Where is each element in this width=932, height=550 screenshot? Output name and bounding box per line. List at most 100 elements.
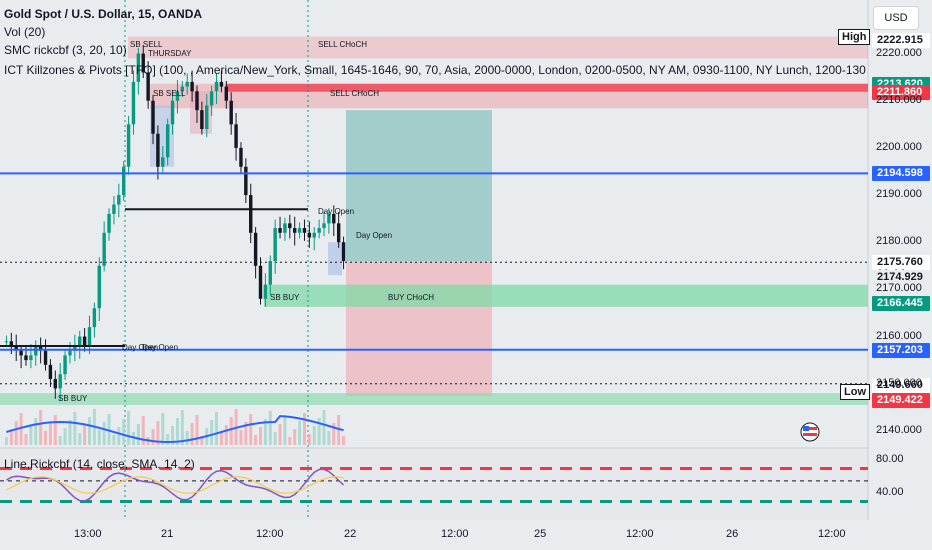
volume-bar <box>156 421 160 445</box>
candle-body <box>175 91 180 101</box>
candle-body <box>234 124 238 148</box>
rsi-signal-line <box>6 476 344 494</box>
chart-title: Gold Spot / U.S. Dollar, 15, OANDA <box>4 7 203 21</box>
volume-bar <box>127 411 131 445</box>
indicator-ict[interactable]: ICT Killzones & Pivots [TFO] (100, , Ame… <box>4 63 866 77</box>
rsi-indicator-title[interactable]: Line,Rickcbf (14, close, SMA, 14, 2) <box>4 457 195 471</box>
price-tag: 2194.598 <box>872 166 930 182</box>
candle-body <box>205 105 209 130</box>
volume-bar <box>34 418 38 445</box>
volume-bar <box>317 418 321 445</box>
volume-bar <box>131 432 135 445</box>
candle-body <box>156 133 160 167</box>
y-tick-label: 2190.000 <box>876 188 922 201</box>
candle-body <box>92 308 97 328</box>
volume-bar <box>112 435 116 445</box>
volume-bar <box>229 417 233 445</box>
time-axis-bg <box>0 520 932 550</box>
volume-bar <box>249 414 253 445</box>
candle-body <box>327 213 331 224</box>
x-tick-label: 26 <box>726 528 739 540</box>
volume-bar <box>263 419 267 445</box>
y-tick-label: 2180.000 <box>876 235 922 248</box>
volume-bar <box>259 427 262 445</box>
candle-body <box>24 355 28 361</box>
volume-bar <box>342 436 346 445</box>
chart-annotation: SB SELL <box>130 40 163 49</box>
candle-body <box>14 345 18 351</box>
chart-annotation: SELL CHoCH <box>318 40 367 49</box>
volume-bar <box>4 437 8 445</box>
candle-body <box>336 223 341 243</box>
candle-body <box>141 53 145 73</box>
low-label: Low <box>840 384 870 400</box>
volume-bar <box>44 431 48 445</box>
volume-bar <box>298 421 302 445</box>
volume-bar <box>307 434 311 445</box>
candle-body <box>97 265 101 309</box>
us-flag-stripe <box>803 427 817 430</box>
candle-body <box>126 124 131 167</box>
x-tick-label: 12:00 <box>818 528 846 540</box>
volume-bar <box>48 423 52 445</box>
rsi-tick-label: 40.00 <box>876 486 904 499</box>
price-tag: 2222.915 <box>872 32 930 48</box>
candle-body <box>224 86 229 101</box>
candle-body <box>82 336 87 346</box>
chart-annotation: SB SELL <box>153 89 186 98</box>
candle-body <box>214 81 219 92</box>
volume-bar <box>244 422 248 445</box>
chart-annotation: Day Open <box>356 231 392 240</box>
candle-body <box>161 157 165 167</box>
candle-body <box>102 232 106 266</box>
chart-annotation: BUY CHoCH <box>388 293 434 302</box>
candle-body <box>302 228 307 233</box>
volume-bar <box>58 436 62 445</box>
candle-body <box>263 284 268 299</box>
candle-body <box>170 100 175 125</box>
volume-bar <box>136 424 140 445</box>
volume-bar <box>161 413 165 445</box>
candle-body <box>136 53 141 82</box>
candle-body <box>312 232 316 238</box>
candle-body <box>165 124 170 158</box>
volume-bar <box>332 423 336 445</box>
volume-bar <box>39 410 43 445</box>
volume-bar <box>268 411 272 445</box>
volume-bar <box>19 413 23 445</box>
candle-body <box>253 232 258 266</box>
candle-body <box>322 223 326 229</box>
y-tick-label: 2140.000 <box>876 423 922 436</box>
candle-body <box>151 100 155 134</box>
price-tag: 2149.422 <box>872 393 930 409</box>
chart-annotation: Day Open <box>318 207 354 216</box>
candle-body <box>117 195 121 205</box>
fvg-box-3 <box>328 242 342 276</box>
currency-button[interactable]: USD <box>873 6 919 30</box>
x-tick-label: 22 <box>344 528 357 540</box>
price-tag: 2211.860 <box>872 84 930 100</box>
indicator-smc[interactable]: SMC rickcbf (3, 20, 10) <box>4 43 127 57</box>
price-tag: 2174.929 <box>872 270 930 286</box>
buy-zone-low <box>0 393 868 405</box>
volume-ma-line <box>6 415 344 444</box>
volume-bar <box>283 416 287 445</box>
indicator-vol[interactable]: Vol (20) <box>4 25 46 39</box>
candle-body <box>229 100 233 125</box>
chart-annotation: THURSDAY <box>148 49 192 58</box>
price-tag: 2149.660 <box>872 378 930 394</box>
volume-bar <box>224 425 228 445</box>
rsi-line <box>6 468 345 502</box>
price-tag: 2166.445 <box>872 295 930 311</box>
x-tick-label: 12:00 <box>626 528 654 540</box>
volume-bar <box>215 412 219 445</box>
candle-body <box>53 378 58 389</box>
candle-body <box>307 232 312 238</box>
chart-annotation: SB BUY <box>270 293 300 302</box>
price-tag: 2175.760 <box>872 255 930 271</box>
candle-body <box>112 204 116 214</box>
rsi-tick-label: 80.00 <box>876 453 904 466</box>
volume-bar <box>117 427 121 445</box>
